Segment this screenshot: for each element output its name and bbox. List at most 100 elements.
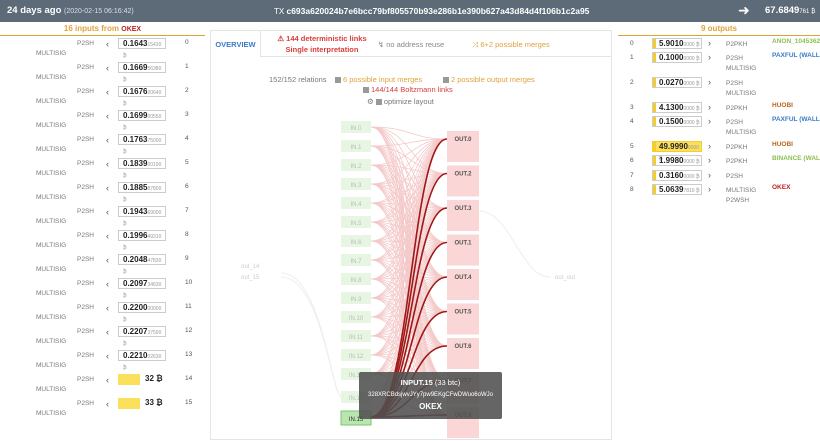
chevron-left-icon[interactable]: ‹ [106, 63, 109, 73]
input-row[interactable]: P2SH MULTISIG ‹ 0.204847830 ₿ 9 [0, 254, 205, 278]
link-path [370, 164, 448, 243]
output-node[interactable]: OUT.6 [447, 338, 479, 369]
chevron-right-icon[interactable]: › [708, 141, 711, 151]
input-row[interactable]: P2SH MULTISIG ‹ 0.199649310 ₿ 8 [0, 230, 205, 254]
input-node[interactable]: IN.1 [341, 140, 371, 152]
input-row[interactable]: P2SH MULTISIG ‹ 0.209734630 ₿ 10 [0, 278, 205, 302]
input-node[interactable]: IN.5 [341, 216, 371, 228]
input-node[interactable]: IN.12 [341, 349, 371, 361]
gear-icon[interactable]: ⚙ [367, 97, 374, 106]
input-row[interactable]: P2SH MULTISIG ‹ 0.169900550 ₿ 3 [0, 110, 205, 134]
chevron-left-icon[interactable]: ‹ [106, 207, 109, 217]
input-type: P2SH [77, 184, 94, 191]
output-row[interactable]: 2 0.02700000 ₿ › P2SH MULTISIG [622, 77, 820, 97]
input-row[interactable]: P2SH MULTISIG ‹ 0.194369000 ₿ 7 [0, 206, 205, 230]
output-type: P2PKH [726, 105, 748, 112]
tab-address-reuse[interactable]: ↯ no address reuse [377, 40, 445, 49]
output-type: P2PKH [726, 144, 748, 151]
output-entity[interactable]: ANON_104536278 [772, 38, 820, 45]
input-node[interactable]: IN.9 [341, 292, 371, 304]
output-row[interactable]: 1 0.10000000 ₿ › P2SH MULTISIG PAXFUL (W… [622, 52, 820, 72]
link-path [370, 183, 448, 209]
tab-deterministic-links[interactable]: ⚠ 144 deterministic links Single interpre… [277, 34, 367, 54]
chevron-left-icon[interactable]: ‹ [106, 303, 109, 313]
output-entity[interactable]: OKEX [772, 184, 791, 191]
chevron-right-icon[interactable]: › [708, 184, 711, 194]
chevron-left-icon[interactable]: ‹ [106, 159, 109, 169]
chevron-left-icon[interactable]: ‹ [106, 255, 109, 265]
optimize-layout-toggle[interactable]: ⚙ optimize layout [367, 97, 434, 106]
chevron-right-icon[interactable]: › [708, 102, 711, 112]
input-node[interactable]: IN.7 [341, 254, 371, 266]
input-row[interactable]: P2SH MULTISIG ‹ 0.188587800 ₿ 6 [0, 182, 205, 206]
output-entity[interactable]: BINANCE (WALLET) [772, 155, 820, 162]
output-node[interactable]: OUT.5 [447, 303, 479, 335]
chevron-right-icon[interactable]: › [708, 77, 711, 87]
output-row[interactable]: 3 4.13000000 ₿ › P2PKH HUOBI [622, 102, 820, 120]
input-row[interactable]: P2SH MULTISIG ‹ 0.220737590 ₿ 12 [0, 326, 205, 350]
output-entity[interactable]: PAXFUL (WALLET) [772, 52, 820, 59]
output-node[interactable]: OUT.1 [447, 234, 479, 266]
input-node[interactable]: IN.10 [341, 311, 371, 323]
output-node-label: OUT.2 [454, 172, 472, 178]
link-path [370, 145, 448, 209]
output-node-label: OUT.5 [454, 310, 472, 316]
input-node[interactable]: IN.2 [341, 159, 371, 171]
output-row[interactable]: 6 1.99800000 ₿ › P2PKH BINANCE (WALLET) [622, 155, 820, 173]
chevron-left-icon[interactable]: ‹ [106, 183, 109, 193]
output-row[interactable]: 4 0.15000000 ₿ › P2SH MULTISIG PAXFUL (W… [622, 116, 820, 136]
boltzmann-toggle[interactable]: 144/144 Boltzmann links [363, 85, 453, 94]
output-node[interactable]: OUT.0 [447, 131, 479, 162]
chevron-left-icon[interactable]: ‹ [106, 39, 109, 49]
output-node[interactable]: OUT.4 [447, 269, 479, 300]
chevron-right-icon[interactable]: › [708, 170, 711, 180]
input-row[interactable]: P2SH MULTISIG ‹ 0.183900190 ₿ 5 [0, 158, 205, 182]
input-amount: 0.166956380 ₿ [118, 62, 166, 83]
input-row[interactable]: P2SH MULTISIG ‹ 0.164315430 ₿ 0 [0, 38, 205, 62]
sankey-graph[interactable]: IN.0 IN.1 IN.2 IN.3 IN.4 IN.5 IN.6 IN.7 IN.8 IN.9… [211, 111, 611, 441]
output-row[interactable]: 0 5.90100000 ₿ › P2PKH ANON_104536278 [622, 38, 820, 56]
input-node[interactable]: IN.4 [341, 197, 371, 209]
chevron-left-icon[interactable]: ‹ [106, 399, 109, 409]
input-row[interactable]: P2SH MULTISIG ‹ 32 ₿ 14 [0, 374, 205, 398]
input-node[interactable]: IN.3 [341, 178, 371, 190]
input-row[interactable]: P2SH MULTISIG ‹ 0.166956380 ₿ 1 [0, 62, 205, 86]
chevron-left-icon[interactable]: ‹ [106, 231, 109, 241]
chevron-right-icon[interactable]: › [708, 155, 711, 165]
input-row[interactable]: P2SH MULTISIG ‹ 0.221002630 ₿ 13 [0, 350, 205, 374]
tx-id[interactable]: TX c693a620024b7e6bcc79bf805570b93e286b1… [274, 6, 590, 16]
chevron-left-icon[interactable]: ‹ [106, 111, 109, 121]
chevron-left-icon[interactable]: ‹ [106, 279, 109, 289]
chevron-left-icon[interactable]: ‹ [106, 351, 109, 361]
input-row[interactable]: P2SH MULTISIG ‹ 0.167620640 ₿ 2 [0, 86, 205, 110]
chevron-left-icon[interactable]: ‹ [106, 87, 109, 97]
chevron-right-icon[interactable]: › [708, 116, 711, 126]
output-entity[interactable]: HUOBI [772, 102, 793, 109]
input-row[interactable]: P2SH MULTISIG ‹ 0.220000000 ₿ 11 [0, 302, 205, 326]
tab-overview[interactable]: OVERVIEW [211, 31, 261, 57]
chevron-left-icon[interactable]: ‹ [106, 375, 109, 385]
output-row[interactable]: 8 5.06397810 ₿ › MULTISIG P2WSH OKEX [622, 184, 820, 204]
chevron-right-icon[interactable]: › [708, 38, 711, 48]
input-row[interactable]: P2SH MULTISIG ‹ 33 ₿ 15 [0, 398, 205, 422]
input-node[interactable]: IN.0 [341, 121, 371, 133]
chevron-left-icon[interactable]: ‹ [106, 327, 109, 337]
input-subtype: MULTISIG [36, 314, 67, 321]
output-amount: 1.99800000 ₿ [652, 155, 702, 166]
output-merges-toggle[interactable]: 2 possible output merges [443, 75, 535, 84]
input-row[interactable]: P2SH MULTISIG ‹ 0.176375000 ₿ 4 [0, 134, 205, 158]
chevron-left-icon[interactable]: ‹ [106, 135, 109, 145]
output-entity[interactable]: PAXFUL (WALLET) [772, 116, 820, 123]
link-path [370, 335, 448, 347]
output-row[interactable]: 7 0.31600000 ₿ › P2SH [622, 170, 820, 188]
input-node[interactable]: IN.8 [341, 273, 371, 285]
output-entity[interactable]: HUOBI [772, 141, 793, 148]
input-node[interactable]: IN.11 [341, 330, 371, 342]
output-row[interactable]: 5 49.99900000 ₿ › P2PKH HUOBI [622, 141, 820, 162]
output-node[interactable]: OUT.2 [447, 165, 479, 197]
chevron-right-icon[interactable]: › [708, 52, 711, 62]
input-merges-toggle[interactable]: 6 possible input merges [335, 75, 422, 84]
input-node[interactable]: IN.6 [341, 235, 371, 247]
tab-possible-merges[interactable]: ⤨ 6+2 possible merges [472, 40, 550, 49]
output-node[interactable]: OUT.3 [447, 200, 479, 231]
